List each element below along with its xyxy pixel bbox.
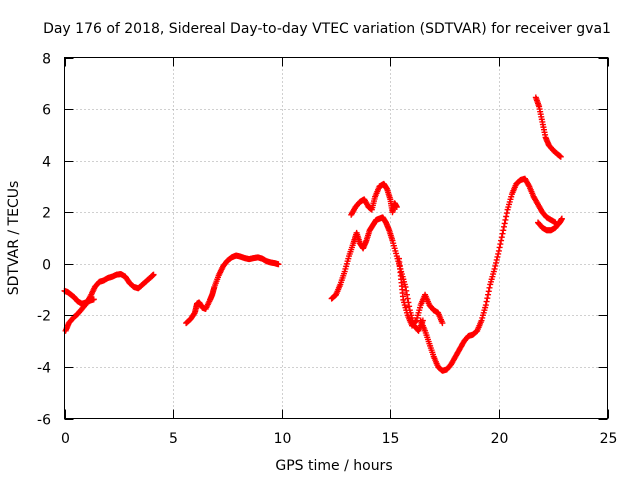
data-point [498,234,505,241]
data-point [497,241,504,248]
x-tick-label: 10 [274,431,292,447]
data-point [406,303,413,310]
y-tick-labels: -6 -4 -2 0 2 4 6 8 [37,52,51,429]
x-axis-label: GPS time / hours [275,458,392,474]
data-point [402,283,409,290]
data-series [61,94,565,374]
data-point [495,250,502,257]
data-point [492,262,499,269]
data-point [485,291,492,298]
data-point [500,227,507,234]
data-point [412,318,419,325]
series-3 [532,94,564,160]
data-point [503,210,510,217]
data-point [493,259,500,266]
x-tick-labels: 0 5 10 15 20 25 [61,431,617,447]
data-point [403,287,410,294]
series-1 [183,252,282,327]
series-0 [61,271,157,334]
data-point [483,298,490,305]
y-tick-label: 0 [42,258,51,274]
y-tick-label: 8 [42,52,51,68]
axis-ticks [64,57,609,420]
plot-frame [64,57,608,419]
x-tick-label: 15 [382,431,400,447]
data-point [494,253,501,260]
data-point [557,153,564,160]
grid [64,57,608,419]
data-point [482,302,489,309]
y-axis-label: SDTVAR / TECUs [6,181,22,296]
data-point [558,215,565,222]
data-point [500,223,507,230]
y-tick-label: -4 [37,361,51,377]
data-point [491,265,498,272]
data-point [493,256,500,263]
x-tick-label: 5 [169,431,178,447]
data-point [485,288,492,295]
data-point [404,295,411,302]
x-tick-label: 20 [491,431,509,447]
data-point [496,244,503,251]
data-point [499,230,506,237]
data-point [275,261,282,268]
data-point [498,237,505,244]
data-point [503,213,510,220]
series-2 [328,175,565,374]
y-tick-label: 4 [42,155,51,171]
data-point [393,204,400,211]
x-tick-label: 0 [61,431,70,447]
data-point [90,296,97,303]
data-point [502,216,509,223]
data-point [495,247,502,254]
chart-title: Day 176 of 2018, Sidereal Day-to-day VTE… [43,21,611,37]
data-point [525,182,532,189]
data-point [150,271,157,278]
x-tick-label: 25 [600,431,618,447]
data-point [501,220,508,227]
data-point [439,320,446,327]
data-point [486,284,493,291]
y-tick-label: -2 [37,309,51,325]
y-tick-label: 2 [42,206,51,222]
y-tick-label: 6 [42,103,51,119]
y-tick-label: -6 [37,413,51,429]
data-point [484,295,491,302]
data-point [403,291,410,298]
